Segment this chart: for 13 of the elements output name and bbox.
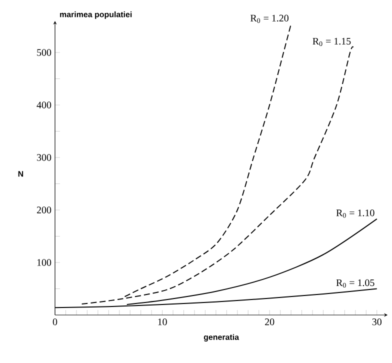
series-label: R$_{0}$ = 1.15 (312, 38, 351, 46)
y-tick-label: 400 (36, 102, 52, 108)
x-tick-label: 20 (265, 318, 274, 326)
x-tick-label: 10 (158, 318, 167, 326)
x-tick-label: 0 (52, 318, 58, 326)
y-tick-label: 200 (36, 206, 52, 214)
y-tick-label: 300 (37, 154, 52, 161)
series-label: R$_{0}$ = 1.10 (336, 210, 374, 218)
y-tick-label: 500 (37, 49, 52, 56)
y-tick-label: 100 (37, 259, 52, 266)
series-label: R$_{0}$ = 1.20 (250, 14, 288, 23)
x-tick-label: 30 (372, 318, 382, 326)
series-label: R$_{0}$ = 1.05 (336, 279, 374, 288)
